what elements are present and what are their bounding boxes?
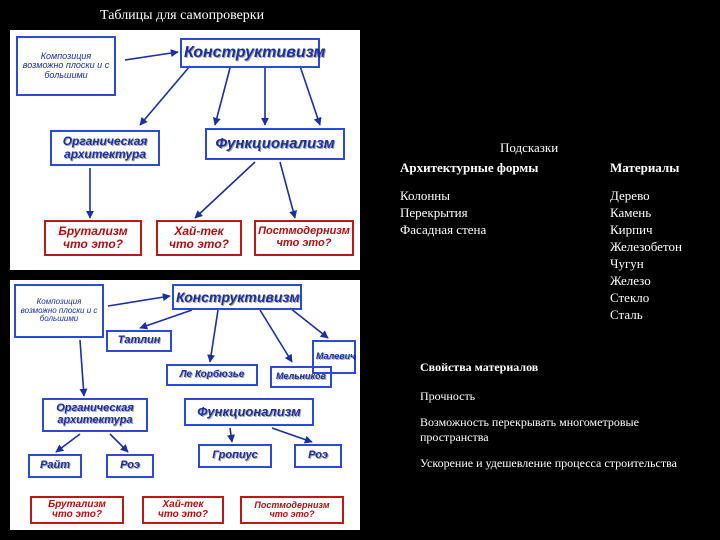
- properties-item: Прочность: [420, 389, 700, 403]
- diagram-box-label: Конструктивизм: [176, 290, 298, 305]
- diagram-box-rait: Райт: [28, 454, 82, 478]
- materials-item: Стекло: [610, 290, 710, 306]
- diagram-box-org2: Органическая архитектура: [42, 398, 148, 432]
- diagram-box-comp: Композиция возможно плоски и с большими: [16, 36, 116, 96]
- properties-item: Возможность перекрывать многометровые пр…: [420, 415, 700, 444]
- diagram-box-label: Композиция возможно плоски и с большими: [20, 52, 112, 80]
- diagram-bottom: Композиция возможно плоски и с большими К…: [10, 280, 360, 530]
- diagram-box-label: Татлин: [110, 335, 168, 347]
- diagram-box-hitech2: Хай-тек что это?: [142, 496, 224, 524]
- properties-item: Ускорение и удешевление процесса строите…: [420, 456, 700, 470]
- diagram-box-label: Ле Корбюзье: [170, 370, 254, 381]
- materials-item: Железо: [610, 273, 710, 289]
- forms-item: Фасадная стена: [400, 222, 600, 238]
- diagram-box-label: Малевич: [316, 352, 352, 361]
- materials-header: Материалы: [610, 160, 710, 176]
- properties-block: Свойства материалов Прочность Возможность…: [420, 360, 700, 483]
- diagram-box-roe2: Роэ: [294, 444, 342, 468]
- materials-item: Сталь: [610, 307, 710, 323]
- diagram-box-label: Конструктивизм: [184, 45, 316, 62]
- diagram-box-label: Постмодернизм что это?: [258, 226, 350, 249]
- materials-item: Камень: [610, 205, 710, 221]
- diagram-box-corbu: Ле Корбюзье: [166, 364, 258, 386]
- diagram-box-label: Функционализм: [188, 405, 310, 419]
- forms-column: Архитектурные формы КолонныПерекрытияФас…: [400, 160, 600, 239]
- materials-item: Чугун: [610, 256, 710, 272]
- forms-header: Архитектурные формы: [400, 160, 600, 176]
- diagram-box-roe: Роэ: [106, 454, 154, 478]
- materials-item: Кирпич: [610, 222, 710, 238]
- materials-item: Железобетон: [610, 239, 710, 255]
- diagram-box-label: Хай-тек что это?: [160, 225, 238, 250]
- diagram-box-label: Органическая архитектура: [54, 135, 156, 160]
- diagram-box-label: Роэ: [110, 460, 150, 472]
- materials-item: Дерево: [610, 188, 710, 204]
- diagram-box-konstr2: Конструктивизм: [172, 284, 302, 310]
- diagram-box-label: Роэ: [298, 450, 338, 462]
- diagram-box-brut2: Брутализм что это?: [30, 496, 124, 524]
- diagram-box-label: Органическая архитектура: [46, 403, 144, 426]
- diagram-box-label: Хай-тек что это?: [146, 500, 220, 521]
- diagram-box-postm: Постмодернизм что это?: [254, 220, 354, 256]
- diagram-top: Композиция возможно плоски и с большими К…: [10, 30, 360, 270]
- diagram-box-org: Органическая архитектура: [50, 130, 160, 166]
- forms-item: Колонны: [400, 188, 600, 204]
- diagram-box-func: Функционализм: [205, 128, 345, 160]
- diagram-box-comp2: Композиция возможно плоски и с большими: [14, 284, 104, 338]
- diagram-box-label: Постмодернизм что это?: [244, 501, 340, 520]
- diagram-box-hitech: Хай-тек что это?: [156, 220, 242, 256]
- diagram-box-func2: Функционализм: [184, 398, 314, 426]
- diagram-box-label: Функционализм: [209, 136, 341, 152]
- diagram-box-label: Брутализм что это?: [34, 500, 120, 521]
- diagram-box-postm2: Постмодернизм что это?: [240, 496, 344, 524]
- page-title: Таблицы для самопроверки: [100, 8, 264, 24]
- materials-column: Материалы ДеревоКаменьКирпичЖелезобетонЧ…: [610, 160, 710, 324]
- properties-header: Свойства материалов: [420, 360, 700, 375]
- hints-heading: Подсказки: [500, 140, 558, 156]
- diagram-box-konstr: Конструктивизм: [180, 38, 320, 68]
- diagram-box-label: Композиция возможно плоски и с большими: [18, 298, 100, 323]
- diagram-box-tatlin: Татлин: [106, 330, 172, 352]
- diagram-box-brut: Брутализм что это?: [44, 220, 142, 256]
- diagram-box-gropius: Гропиус: [198, 444, 272, 468]
- diagram-box-label: Райт: [32, 460, 78, 472]
- diagram-box-label: Брутализм что это?: [48, 225, 138, 250]
- diagram-box-malev: Малевич: [312, 340, 356, 374]
- diagram-box-label: Гропиус: [202, 450, 268, 462]
- forms-item: Перекрытия: [400, 205, 600, 221]
